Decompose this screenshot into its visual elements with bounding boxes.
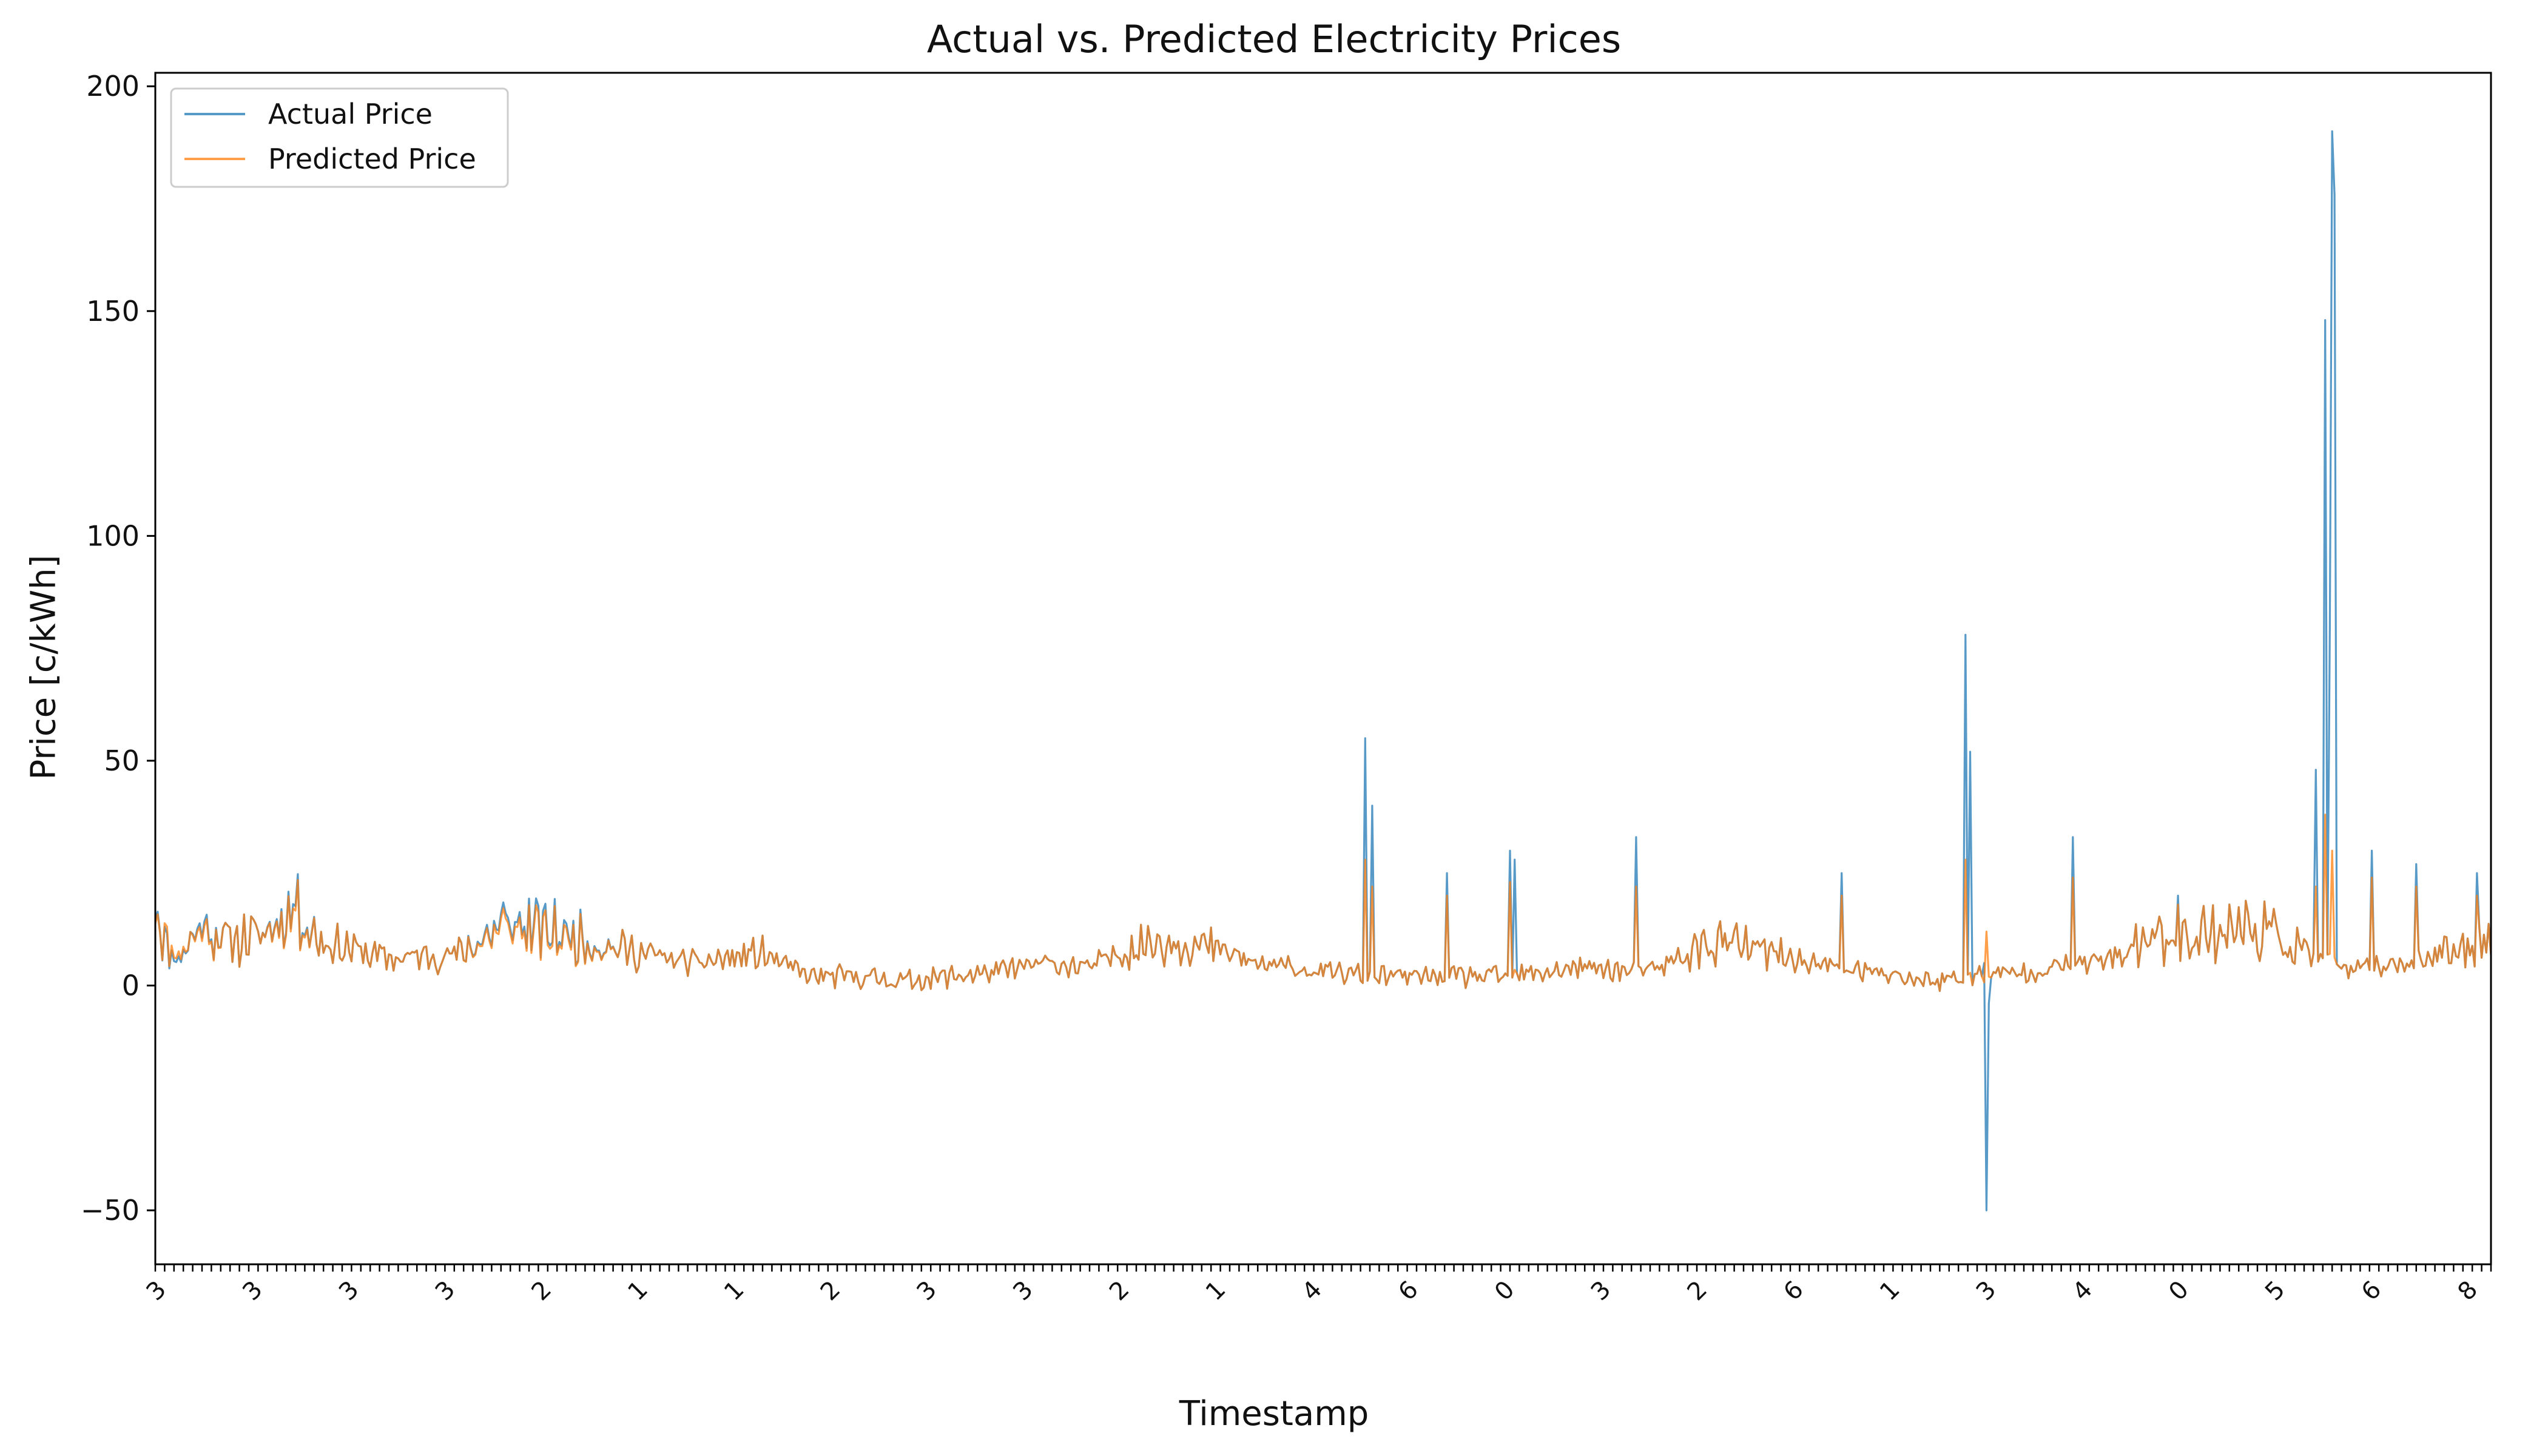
x-tick-label: 3 — [237, 1276, 268, 1307]
x-tick-label: 0 — [1489, 1276, 1520, 1307]
y-axis: −50 0 50 100 150 200 — [81, 70, 155, 1227]
x-tick-label: 3 — [141, 1276, 172, 1307]
x-tick-label: 5 — [2260, 1276, 2291, 1307]
y-tick-label: 0 — [122, 969, 140, 1002]
y-tick-label: 200 — [86, 70, 140, 103]
x-tick-label: 1 — [1875, 1276, 1906, 1307]
x-tick-label: 2 — [815, 1276, 846, 1307]
x-tick-label: 6 — [1778, 1276, 1809, 1307]
y-tick-label: 100 — [86, 519, 140, 552]
x-tick-label: 3 — [1586, 1276, 1617, 1307]
x-tick-label: 3 — [334, 1276, 365, 1307]
x-tick-label: 3 — [912, 1276, 943, 1307]
x-tick-label: 1 — [719, 1276, 750, 1307]
x-tick-label: 8 — [2453, 1276, 2484, 1307]
y-tick-label: −50 — [81, 1194, 140, 1227]
x-axis: 3 3 3 3 2 1 1 2 3 3 2 1 4 6 0 3 2 6 1 3 4 0 5 6 8 — [141, 1264, 2492, 1307]
y-tick-label: 50 — [104, 744, 140, 777]
x-tick-label: 4 — [1297, 1276, 1328, 1307]
x-tick-label: 2 — [1104, 1276, 1135, 1307]
x-tick-label: 6 — [1393, 1276, 1424, 1307]
legend: Actual Price Predicted Price — [170, 87, 509, 188]
legend-label: Actual Price — [268, 98, 433, 130]
x-tick-label: 6 — [2356, 1276, 2387, 1307]
legend-box — [170, 87, 509, 188]
x-tick-label: 0 — [2163, 1276, 2194, 1307]
x-axis-label: Timestamp — [1179, 1394, 1369, 1434]
x-tick-label: 3 — [1971, 1276, 2002, 1307]
x-tick-label: 2 — [527, 1276, 558, 1307]
x-tick-label: 3 — [430, 1276, 461, 1307]
legend-label: Predicted Price — [268, 143, 476, 175]
x-tick-label: 2 — [1682, 1276, 1713, 1307]
x-tick-label: 1 — [622, 1276, 653, 1307]
x-tick-label: 1 — [1201, 1276, 1232, 1307]
chart-title: Actual vs. Predicted Electricity Prices — [926, 17, 1622, 61]
x-tick-label: 4 — [2068, 1276, 2098, 1307]
series-line-actual — [154, 130, 2492, 1212]
plot-lines — [154, 130, 2492, 1212]
series-line-predicted — [154, 814, 2492, 993]
plot-frame — [154, 72, 2492, 1266]
y-axis-label: Price [c/kWh] — [24, 554, 64, 780]
y-tick-label: 150 — [86, 295, 140, 328]
x-tick-label: 3 — [1008, 1276, 1039, 1307]
